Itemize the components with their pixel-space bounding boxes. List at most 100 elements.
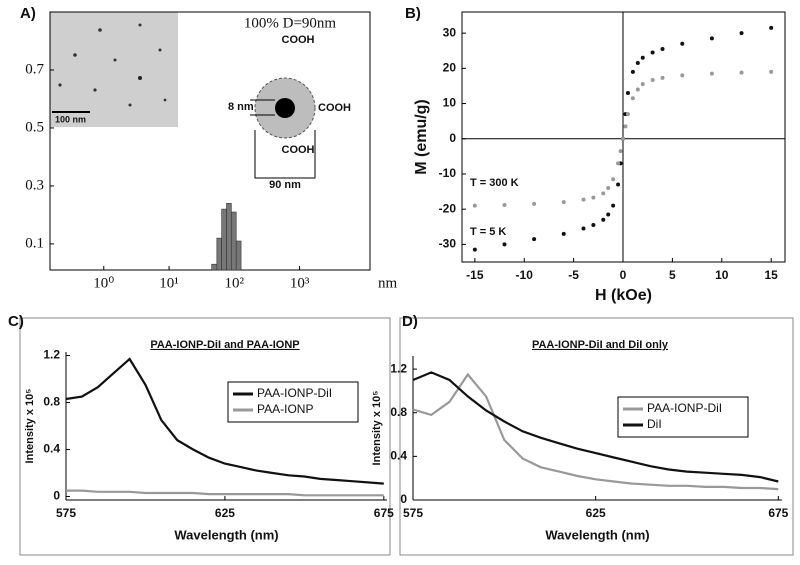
point: [680, 41, 685, 46]
x-tick-label: 10²: [225, 275, 245, 291]
legend-label: PAA-IONP: [257, 402, 313, 416]
point: [739, 70, 744, 75]
point: [618, 149, 623, 154]
point: [532, 237, 537, 242]
bar: [216, 237, 222, 271]
legend-label: PAA-IONP-DiI: [257, 386, 332, 400]
y-tick-label: 30: [443, 25, 457, 39]
point: [581, 197, 586, 202]
x-tick-label: 675: [374, 506, 394, 520]
point: [591, 223, 596, 228]
point: [606, 186, 611, 191]
x-axis-label: Wavelength (nm): [545, 527, 649, 542]
point: [606, 212, 611, 217]
point: [640, 82, 645, 87]
panel-border: [399, 317, 794, 556]
size-label: 90 nm: [269, 179, 301, 191]
panel-border: [19, 317, 391, 556]
point: [650, 77, 655, 82]
series-line: [66, 489, 384, 497]
x-tick-label: -15: [466, 268, 484, 282]
series-line: [412, 372, 779, 491]
chart-title: PAA-IONP-DiI and PAA-IONP: [150, 339, 299, 351]
panel-label: A): [20, 5, 36, 22]
point: [621, 136, 626, 141]
point: [630, 96, 635, 101]
y-tick-label: 1.2: [390, 361, 407, 375]
scale-label: 100 nm: [55, 114, 86, 124]
x-tick-label: -10: [516, 268, 534, 282]
legend-box: [617, 396, 749, 438]
y-tick-label: 0: [53, 489, 60, 503]
point: [561, 200, 566, 205]
legend-label: PAA-IONP-DiI: [647, 401, 722, 415]
x-tick-label: 625: [215, 506, 235, 520]
series-label: T = 300 K: [470, 177, 519, 189]
particle-diagram: COOH COOH COOH 8 nm 90 nm: [228, 34, 351, 191]
y-tick-label: -20: [439, 201, 457, 215]
point: [581, 226, 586, 231]
bar: [235, 240, 242, 271]
cooh-label: COOH: [318, 102, 351, 114]
point: [630, 69, 635, 74]
x-tick-label: 675: [768, 506, 788, 520]
point: [640, 55, 645, 60]
bar: [211, 263, 218, 271]
bar: [221, 208, 227, 271]
y-tick-label: 0.4: [390, 449, 407, 463]
size-label: 8 nm: [228, 101, 254, 113]
y-tick-label: 0.3: [25, 177, 44, 193]
series-line: [412, 371, 779, 483]
panel-label: D): [402, 313, 418, 330]
bar: [226, 203, 232, 271]
y-tick-label: 20: [443, 61, 457, 75]
point: [561, 231, 566, 236]
point: [709, 36, 714, 41]
point: [591, 195, 596, 200]
point: [680, 73, 685, 78]
point: [709, 71, 714, 76]
x-tick-label: 575: [56, 506, 76, 520]
series-label: T = 5 K: [470, 226, 506, 238]
point: [472, 247, 477, 252]
point: [635, 87, 640, 92]
point: [502, 242, 507, 247]
point: [660, 75, 665, 80]
point: [601, 191, 606, 196]
cooh-label: COOH: [282, 34, 315, 46]
tem-inset: 100 nm: [50, 12, 178, 127]
x-tick-label: 10: [715, 268, 729, 282]
x-axis-label: nm: [378, 275, 398, 291]
annotation: 100% D=90nm: [244, 15, 337, 31]
point: [635, 61, 640, 66]
point: [623, 124, 628, 129]
point: [502, 202, 507, 207]
x-tick-label: 10¹: [159, 275, 179, 291]
point: [532, 201, 537, 206]
point: [616, 182, 621, 187]
point: [739, 31, 744, 36]
y-tick-label: 0.7: [25, 61, 44, 77]
point: [769, 25, 774, 30]
y-tick-label: 0.5: [25, 119, 44, 135]
x-tick-label: 0: [620, 268, 627, 282]
x-tick-label: 10⁰: [93, 275, 114, 291]
y-tick-label: -30: [439, 237, 457, 251]
bar: [231, 211, 237, 271]
chart-title: PAA-IONP-DiI and DiI only: [532, 339, 669, 351]
point: [472, 203, 477, 208]
y-tick-label: 1.2: [43, 348, 60, 362]
y-tick-label: 0: [449, 131, 456, 145]
panel-label: B): [405, 5, 421, 22]
x-tick-label: 625: [586, 506, 606, 520]
series-line: [65, 357, 384, 485]
y-axis-label: Intensity x 10⁵: [24, 389, 36, 464]
x-tick-label: 15: [764, 268, 778, 282]
x-axis-label: H (kOe): [595, 287, 652, 304]
point: [601, 217, 606, 222]
y-tick-label: -10: [439, 166, 457, 180]
point: [650, 50, 655, 55]
x-tick-label: 575: [403, 506, 423, 520]
point: [625, 90, 630, 95]
